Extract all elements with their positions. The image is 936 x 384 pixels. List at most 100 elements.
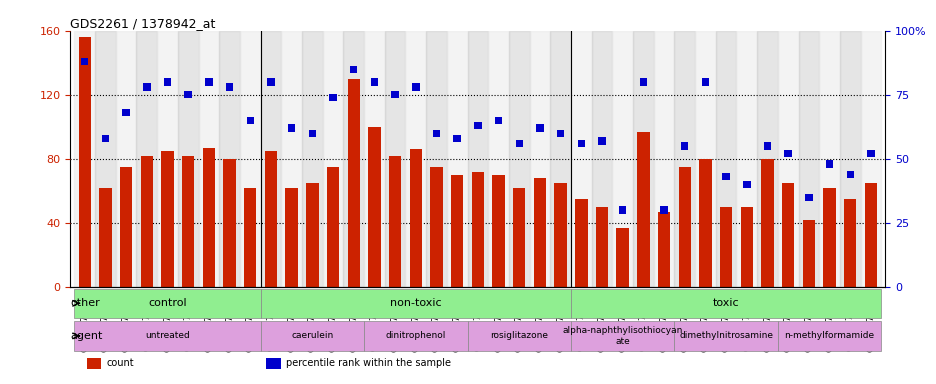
Bar <box>391 91 399 98</box>
Bar <box>285 188 298 287</box>
Bar <box>226 83 233 91</box>
Bar <box>535 124 543 132</box>
Bar <box>322 31 343 287</box>
Text: n-methylformamide: n-methylformamide <box>783 331 873 340</box>
Bar <box>577 140 584 147</box>
Bar <box>385 31 405 287</box>
Bar <box>701 78 709 86</box>
Bar <box>570 321 674 351</box>
Bar <box>446 31 467 287</box>
Bar <box>742 181 750 188</box>
Bar <box>554 183 566 287</box>
Bar <box>639 78 647 86</box>
Bar <box>674 321 777 351</box>
Bar <box>756 31 777 287</box>
Bar <box>301 31 322 287</box>
Bar <box>86 358 101 369</box>
Bar <box>412 83 419 91</box>
Bar <box>823 188 835 287</box>
Bar <box>782 183 794 287</box>
Bar <box>74 31 95 287</box>
Bar <box>680 142 688 150</box>
Text: count: count <box>107 358 135 368</box>
Bar <box>761 159 773 287</box>
Text: alpha-naphthylisothiocyan
ate: alpha-naphthylisothiocyan ate <box>562 326 682 346</box>
Bar <box>722 173 729 180</box>
Bar <box>137 31 157 287</box>
Bar <box>80 58 88 65</box>
Bar <box>570 31 591 287</box>
Bar <box>488 31 508 287</box>
Bar <box>260 321 364 351</box>
Bar <box>508 31 529 287</box>
Bar <box>329 94 336 101</box>
Text: untreated: untreated <box>145 331 190 340</box>
Bar <box>347 79 359 287</box>
Bar <box>157 31 178 287</box>
Bar <box>777 321 881 351</box>
Bar <box>575 199 587 287</box>
Bar <box>95 31 116 287</box>
Bar <box>591 31 612 287</box>
Bar <box>243 188 256 287</box>
Text: other: other <box>70 298 100 308</box>
Bar <box>79 37 91 287</box>
Bar <box>534 178 546 287</box>
Bar <box>777 31 797 287</box>
Bar <box>409 149 421 287</box>
Bar <box>719 207 732 287</box>
Bar <box>678 167 690 287</box>
Text: percentile rank within the sample: percentile rank within the sample <box>286 358 451 368</box>
Bar <box>143 83 151 91</box>
Bar <box>350 66 357 73</box>
Bar <box>450 175 463 287</box>
Bar <box>74 289 260 318</box>
Bar <box>219 31 240 287</box>
Bar <box>843 199 856 287</box>
Bar <box>549 31 570 287</box>
Bar <box>430 167 442 287</box>
Bar <box>308 130 315 137</box>
Bar <box>570 289 881 318</box>
Bar <box>74 321 260 351</box>
Bar <box>364 31 385 287</box>
Bar <box>513 188 525 287</box>
Text: GDS2261 / 1378942_at: GDS2261 / 1378942_at <box>70 17 215 30</box>
Bar <box>491 175 505 287</box>
Bar <box>598 137 605 144</box>
Bar <box>494 117 502 124</box>
Bar <box>267 78 274 86</box>
Bar <box>116 31 137 287</box>
Bar <box>287 124 295 132</box>
Bar <box>368 127 380 287</box>
Bar <box>99 188 111 287</box>
Bar <box>120 167 132 287</box>
Bar <box>529 31 549 287</box>
Bar <box>467 321 570 351</box>
Bar <box>864 183 876 287</box>
Bar <box>260 31 281 287</box>
Bar <box>426 31 446 287</box>
Bar <box>783 150 791 157</box>
Bar <box>306 183 318 287</box>
Bar <box>736 31 756 287</box>
Bar <box>839 31 860 287</box>
Text: rosiglitazone: rosiglitazone <box>490 331 548 340</box>
Bar <box>698 159 711 287</box>
Bar <box>763 142 770 150</box>
Bar <box>260 289 570 318</box>
Text: caerulein: caerulein <box>291 331 333 340</box>
Bar <box>102 135 110 142</box>
Bar <box>653 31 674 287</box>
Bar <box>804 194 812 201</box>
Bar <box>860 31 881 287</box>
Bar <box>240 31 260 287</box>
Bar <box>327 167 339 287</box>
Bar <box>657 212 669 287</box>
Bar <box>825 161 832 167</box>
Bar <box>140 156 153 287</box>
Bar <box>281 31 301 287</box>
Bar <box>595 207 607 287</box>
Bar <box>198 31 219 287</box>
Bar <box>388 156 401 287</box>
